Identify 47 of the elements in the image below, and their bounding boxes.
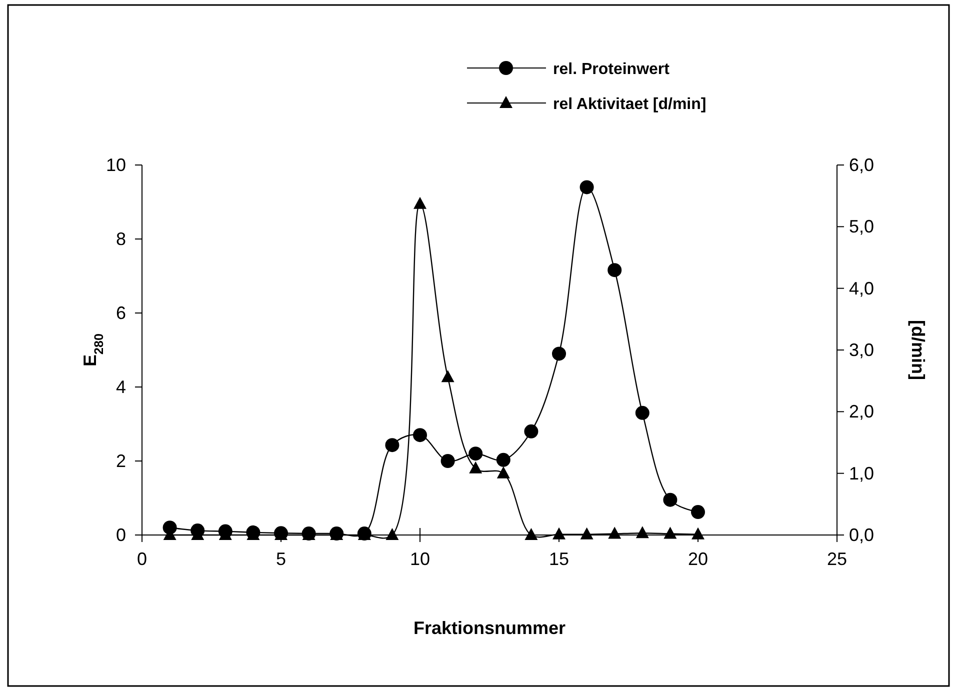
point xyxy=(691,505,705,520)
point xyxy=(635,406,650,420)
y2-tick-label: 2,0 xyxy=(849,402,874,422)
y-tick-label: 4 xyxy=(116,377,126,397)
point xyxy=(692,527,704,540)
point xyxy=(385,438,400,452)
point xyxy=(524,528,538,540)
x-tick-label: 10 xyxy=(410,549,430,569)
point xyxy=(552,527,566,540)
point xyxy=(413,428,427,442)
legend-label: rel. Proteinwert xyxy=(553,61,670,78)
y2-tick-label: 1,0 xyxy=(849,463,874,484)
point xyxy=(580,527,594,540)
point xyxy=(608,263,622,278)
legend-label: rel Aktivitaet [d/min] xyxy=(553,96,706,113)
x-tick-label: 15 xyxy=(548,549,570,569)
point xyxy=(386,528,399,540)
x-tick-label: 25 xyxy=(826,549,848,569)
y-tick-label: 10 xyxy=(106,155,126,175)
y2-axis-title: [d/min] xyxy=(908,320,928,380)
point xyxy=(414,196,426,209)
y2-tick-label: 3,0 xyxy=(849,340,874,360)
point xyxy=(469,461,482,474)
y2-tick-label: 5,0 xyxy=(849,216,874,237)
y-tick-label: 6 xyxy=(116,303,126,323)
y2-tick-label: 4,0 xyxy=(849,278,874,298)
point xyxy=(440,454,455,468)
point xyxy=(524,424,538,438)
point xyxy=(468,446,483,461)
y-tick-label: 0 xyxy=(116,525,126,545)
x-tick-label: 0 xyxy=(136,549,148,569)
y2-tick-label: 0,0 xyxy=(849,525,874,545)
y-tick-label: 2 xyxy=(116,451,126,471)
point xyxy=(608,526,622,539)
point xyxy=(636,526,649,538)
point xyxy=(552,346,566,361)
y2-tick-label: 6,0 xyxy=(849,155,874,175)
point xyxy=(496,466,510,478)
x-tick-label: 5 xyxy=(276,549,286,569)
y-tick-label: 8 xyxy=(116,229,126,249)
point xyxy=(580,180,594,194)
x-tick-label: 20 xyxy=(688,549,708,569)
x-axis-title: Fraktionsnummer xyxy=(413,618,566,638)
point xyxy=(664,526,677,539)
point xyxy=(496,452,510,467)
point xyxy=(663,492,678,507)
point xyxy=(441,370,454,382)
